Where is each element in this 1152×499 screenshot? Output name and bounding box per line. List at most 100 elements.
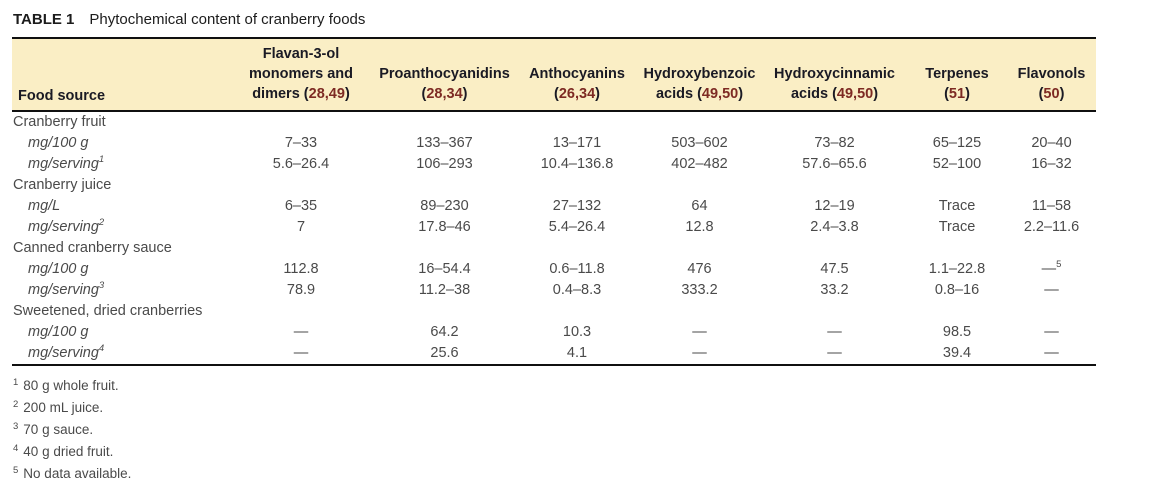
cell-value: Trace	[938, 219, 976, 235]
cell-value: 10.3	[562, 324, 592, 340]
citation-numbers: 49,50	[701, 86, 739, 102]
cell-value: 17.8–46	[418, 219, 471, 235]
footnote-marker: 5	[1056, 259, 1062, 271]
cell-value: —	[1044, 345, 1059, 361]
cell-value: 78.9	[286, 282, 316, 298]
group-label: Cranberry fruit	[13, 114, 106, 130]
footnote-line: 3 70 g sauce.	[13, 420, 94, 437]
data-row: mg/serving3 78.9 11.2–38 0.4–8.3 333.2 33.2 0.…	[12, 280, 1096, 301]
footnote-marker: 1	[98, 154, 105, 166]
cell-value: 11.2–38	[418, 282, 471, 298]
column-header-line: acids (49,50)	[655, 86, 744, 102]
footnote-marker: 5	[13, 464, 19, 476]
cell-value: 73–82	[814, 135, 855, 151]
column-header-line: (26,34)	[519, 84, 635, 104]
citation-ref: (49,50)	[697, 86, 744, 102]
citation-numbers: 50	[1043, 86, 1060, 102]
column-header-line: acids (49,50)	[790, 86, 879, 102]
cell-value: 476	[687, 261, 712, 277]
cell-value: —	[692, 324, 707, 340]
cell-value: —	[1044, 282, 1059, 298]
column-header-line: Hydroxybenzoic	[643, 66, 756, 82]
cell-value: —	[827, 324, 842, 340]
column-header-line: (50)	[1009, 84, 1094, 104]
cell-value: 333.2	[681, 282, 718, 298]
footnote-line: 5 No data available.	[13, 464, 132, 481]
column-header: Flavan-3-ol monomers and dimers (28,49)	[230, 38, 372, 111]
footnote-line: 1 80 g whole fruit.	[13, 376, 119, 393]
citation-ref: (28,49)	[303, 86, 350, 102]
cell-value: 12–19	[814, 198, 855, 214]
cell-value: 65–125	[932, 135, 982, 151]
column-header: Hydroxybenzoic acids (49,50)	[637, 38, 762, 111]
footnote-marker: 2	[98, 217, 105, 229]
citation-numbers: 49,50	[836, 86, 874, 102]
citation-numbers: 51	[948, 86, 966, 102]
cell-value: —	[293, 324, 309, 340]
cell-value: 112.8	[283, 261, 319, 277]
row-label: mg/100 g	[28, 261, 89, 277]
data-row: mg/L 6–35 89–230 27–132 64 12–19 Trace 11–58	[12, 196, 1096, 217]
cell-value: —	[692, 345, 707, 361]
cell-value: 39.4	[942, 345, 972, 361]
data-row: mg/serving1 5.6–26.4 106–293 10.4–136.8 402–…	[12, 154, 1096, 175]
footnote-marker: 4	[98, 343, 105, 355]
header-row: Food source Flavan-3-ol monomers and dimer…	[12, 38, 1096, 111]
cell-value: 16–32	[1031, 156, 1072, 172]
row-label: mg/100 g	[28, 135, 89, 151]
data-row: mg/100 g 112.8 16–54.4 0.6–11.8 476 47.5 1.1–2…	[12, 259, 1096, 280]
cell-value: 98.5	[942, 324, 972, 340]
cell-value: 20–40	[1031, 135, 1072, 151]
cell-value: 133–367	[416, 135, 473, 151]
footnote-marker: 4	[13, 442, 19, 454]
data-row: mg/serving4 — 25.6 4.1 — — 39.4 —	[12, 343, 1096, 365]
cell-value: 12.8	[685, 219, 714, 235]
column-header-line: dimers (28,49)	[252, 86, 350, 102]
column-header-line: (28,34)	[374, 84, 515, 104]
cell-value: 33.2	[820, 282, 849, 298]
footnote-marker: 3	[13, 420, 19, 432]
column-header-line: Flavonols	[1017, 66, 1086, 82]
data-row: mg/serving2 7 17.8–46 5.4–26.4 12.8 2.4–3.8 Tr…	[12, 217, 1096, 238]
footnote-line: 4 40 g dried fruit.	[13, 442, 114, 459]
column-header: Terpenes (51)	[907, 38, 1007, 111]
cell-value: —	[293, 345, 309, 361]
footnote-marker: 1	[13, 376, 19, 388]
row-label: mg/serving1	[28, 154, 105, 172]
row-label: mg/L	[28, 198, 61, 214]
footnote-marker: 3	[98, 280, 105, 292]
cell-value: 13–171	[552, 135, 602, 151]
cell-value: 0.4–8.3	[552, 282, 602, 298]
cell-value: —5	[1041, 259, 1062, 277]
table-number: TABLE 1	[13, 11, 75, 28]
column-header: Hydroxycinnamic acids (49,50)	[762, 38, 907, 111]
group-label: Sweetened, dried cranberries	[13, 303, 203, 319]
citation-ref: (49,50)	[832, 86, 879, 102]
data-row: mg/100 g — 64.2 10.3 — — 98.5 —	[12, 322, 1096, 343]
table-body: Cranberry fruit mg/100 g 7–33 133–367 13–171…	[12, 111, 1096, 365]
cell-value: 57.6–65.6	[802, 156, 867, 172]
row-label: mg/serving4	[28, 343, 105, 361]
cell-value: 7–33	[284, 135, 318, 151]
cell-value: —	[827, 345, 842, 361]
citation-numbers: 28,49	[308, 86, 345, 102]
column-header-line: Proanthocyanidins	[379, 66, 510, 82]
table-title: Phytochemical content of cranberry foods	[89, 11, 366, 28]
column-header-line: Anthocyanins	[529, 66, 625, 82]
cell-value: 503–602	[671, 135, 728, 151]
cell-value: 25.6	[430, 345, 459, 361]
cell-value: 52–100	[932, 156, 982, 172]
citation-ref: (26,34)	[554, 86, 600, 102]
cell-value: 5.4–26.4	[548, 219, 606, 235]
column-header: Anthocyanins (26,34)	[517, 38, 637, 111]
citation-ref: (51)	[944, 86, 970, 102]
citation-numbers: 28,34	[426, 86, 463, 102]
cell-value: 89–230	[420, 198, 469, 214]
citation-ref: (28,34)	[421, 86, 468, 102]
group-label: Cranberry juice	[13, 177, 112, 193]
cell-value: Trace	[938, 198, 976, 214]
table-caption: TABLE 1 Phytochemical content of cranberr…	[0, 0, 1152, 37]
cell-value: 47.5	[820, 261, 849, 277]
cell-value: 4.1	[566, 345, 588, 361]
